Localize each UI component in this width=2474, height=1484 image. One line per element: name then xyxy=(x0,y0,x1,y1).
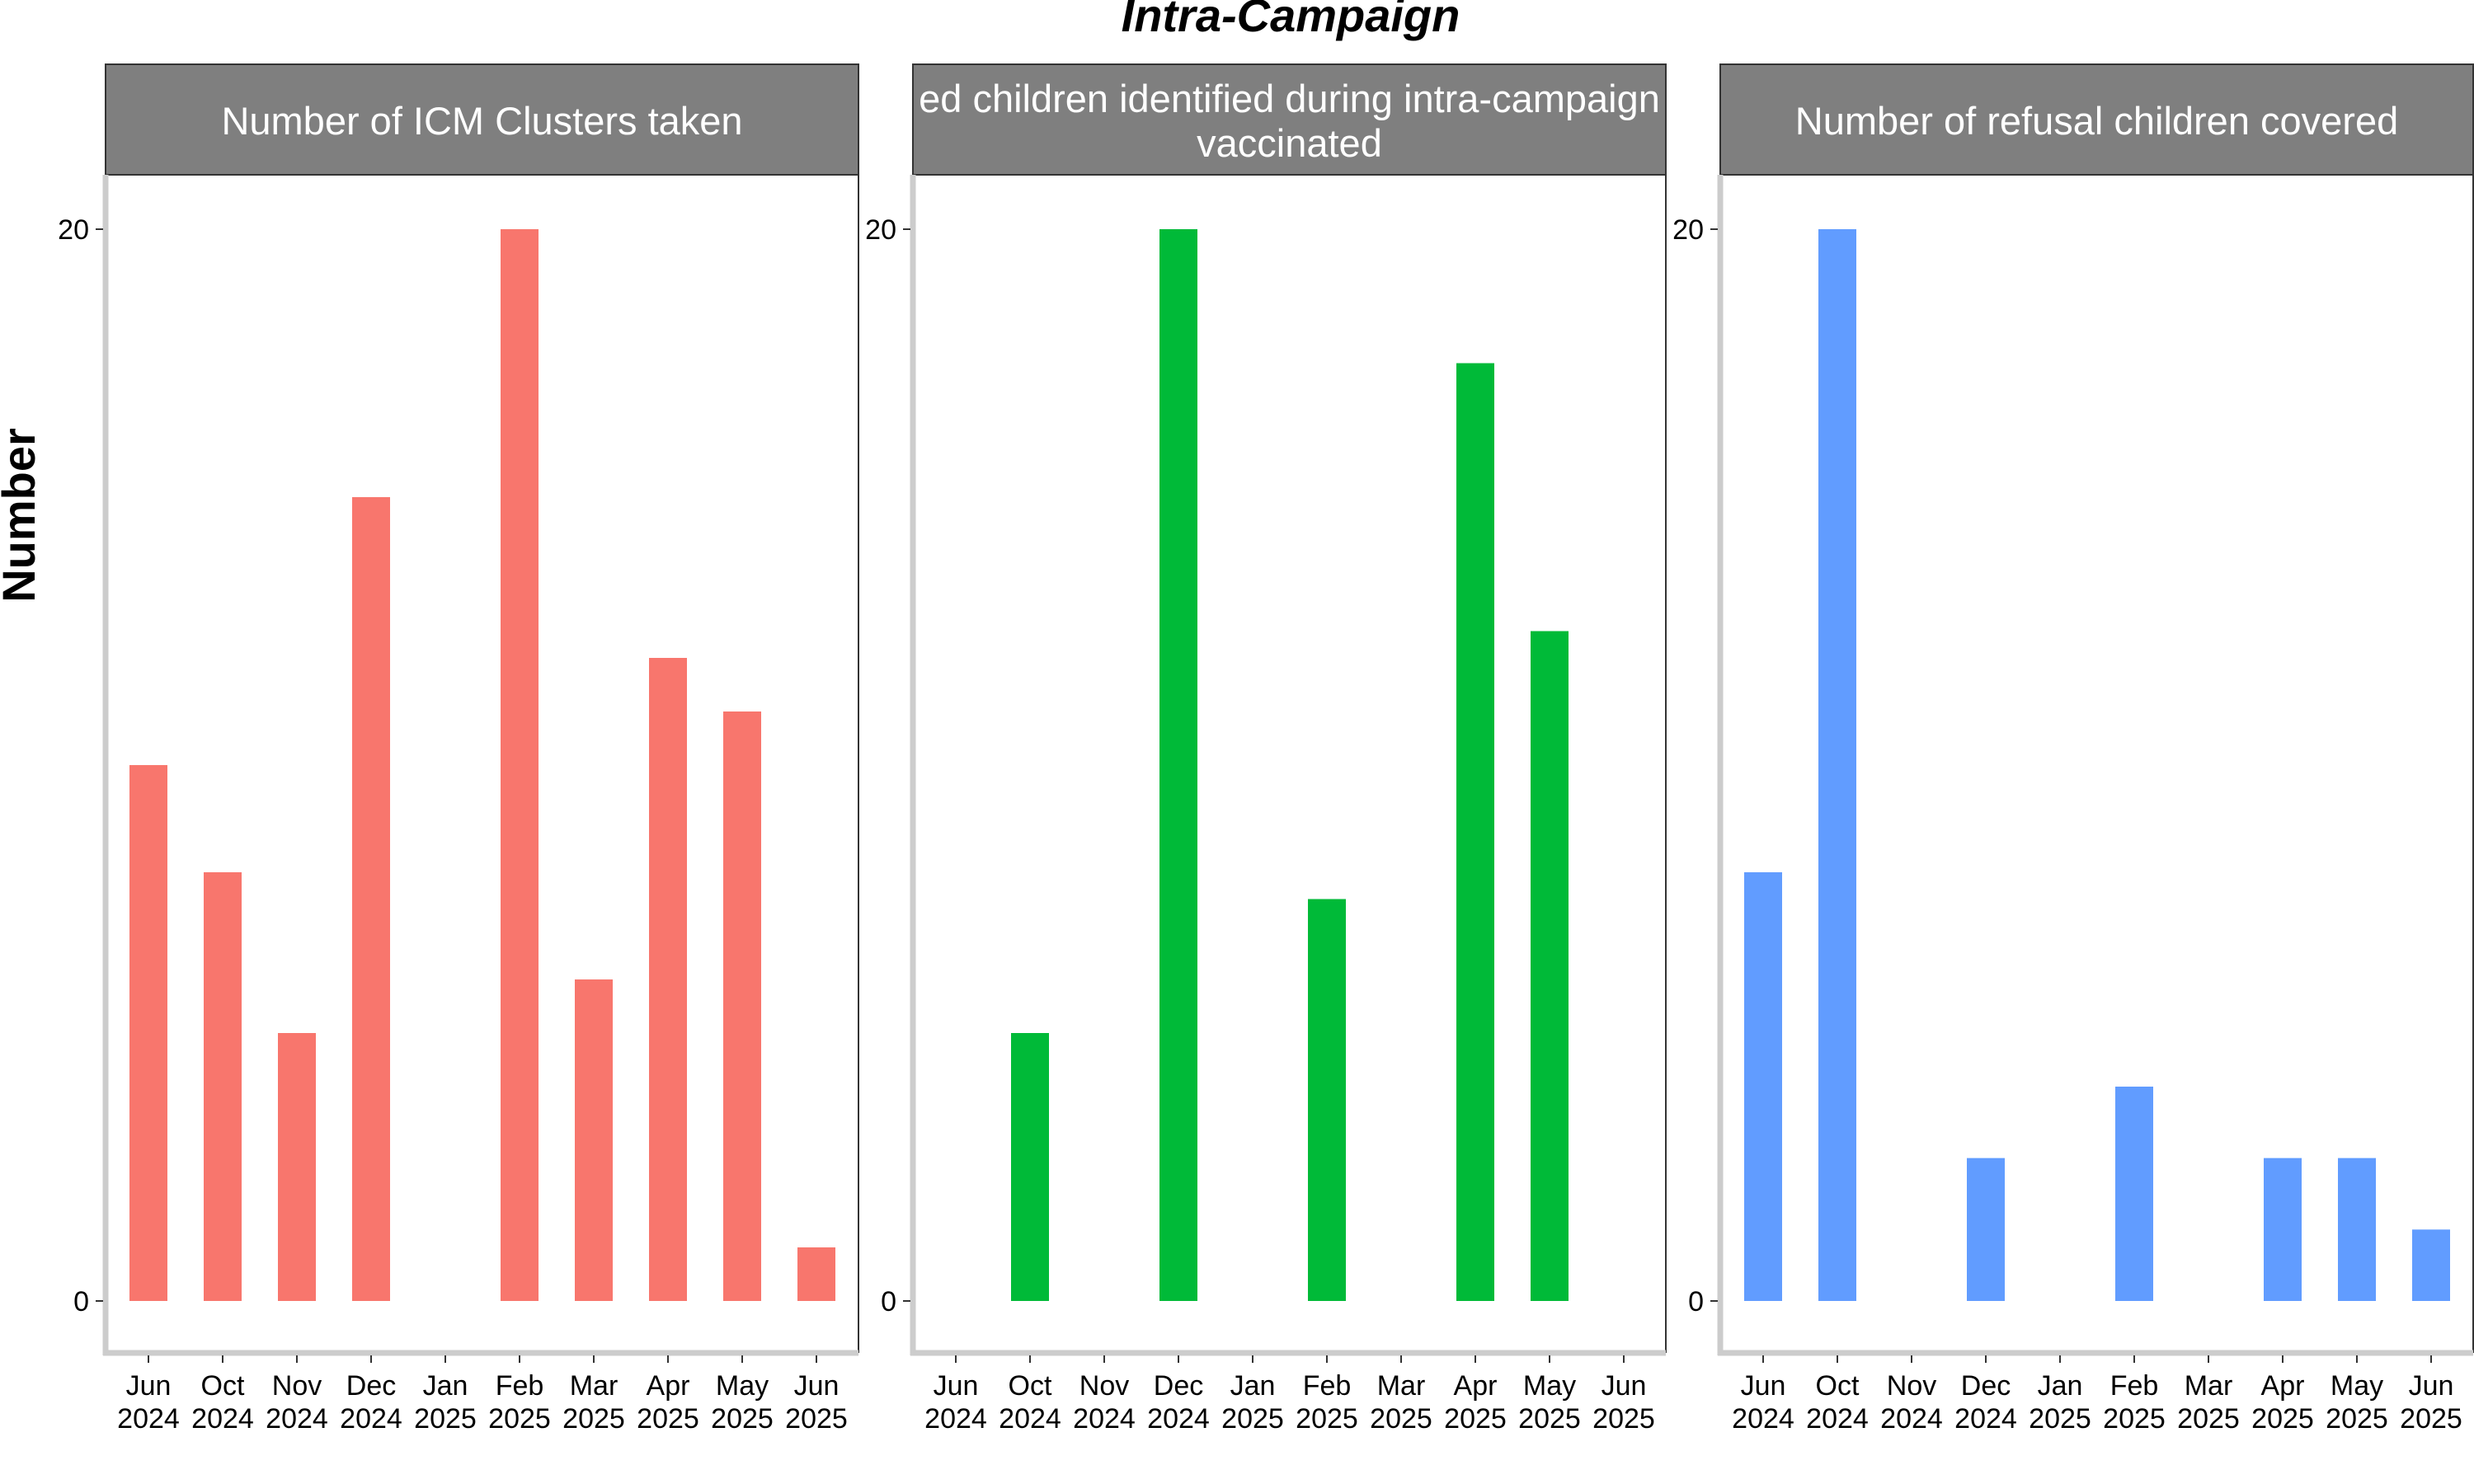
x-tick-label: 2025 xyxy=(2103,1403,2166,1435)
bar xyxy=(1531,631,1569,1301)
x-tick-label: 2025 xyxy=(785,1403,848,1435)
bar xyxy=(129,765,167,1301)
x-tick-label: 2025 xyxy=(1592,1403,1655,1435)
bar xyxy=(1744,872,1782,1301)
x-tick-label: Jan xyxy=(2038,1370,2083,1402)
bar xyxy=(797,1247,835,1301)
x-tick-label: 2025 xyxy=(2400,1403,2462,1435)
x-tick-label: Nov xyxy=(1887,1370,1936,1402)
x-tick-label: 2024 xyxy=(1806,1403,1869,1435)
facet-panels: Number of ICM Clusters taken020Jun2024Oc… xyxy=(58,63,2474,1435)
x-tick-label: 2025 xyxy=(2326,1403,2388,1435)
x-tick-label: May xyxy=(2331,1370,2383,1402)
x-tick-label: 2024 xyxy=(266,1403,328,1435)
x-tick-label: 2025 xyxy=(637,1403,699,1435)
x-tick-label: 2025 xyxy=(1296,1403,1358,1435)
facet-strip-label: Number of ICM Clusters taken xyxy=(221,99,742,143)
x-tick-label: Jun xyxy=(126,1370,172,1402)
x-tick-label: Dec xyxy=(346,1370,396,1402)
bar xyxy=(649,658,687,1301)
y-tick-label: 0 xyxy=(881,1286,896,1317)
x-tick-label: Apr xyxy=(647,1370,690,1402)
bar xyxy=(1308,899,1346,1301)
x-tick-label: 2024 xyxy=(191,1403,254,1435)
x-tick-label: 2024 xyxy=(1880,1403,1943,1435)
facet-strip-label: Number of refusal children covered xyxy=(1795,99,2398,143)
x-tick-label: Mar xyxy=(570,1370,618,1402)
x-tick-label: Mar xyxy=(1377,1370,1426,1402)
x-tick-label: Oct xyxy=(1816,1370,1860,1402)
x-tick-label: Apr xyxy=(1454,1370,1498,1402)
bar xyxy=(204,872,242,1301)
bar xyxy=(1456,363,1494,1301)
y-tick-label: 0 xyxy=(1688,1286,1704,1317)
bar xyxy=(723,711,761,1301)
chart-title: Intra-Campaign xyxy=(1122,0,1460,41)
x-tick-label: Mar xyxy=(2185,1370,2233,1402)
y-tick-label: 20 xyxy=(865,214,896,246)
x-tick-label: Oct xyxy=(201,1370,245,1402)
x-tick-label: 2025 xyxy=(1518,1403,1581,1435)
x-tick-label: 2024 xyxy=(340,1403,402,1435)
bar xyxy=(2338,1158,2376,1301)
bar xyxy=(1967,1158,2005,1301)
bar xyxy=(2412,1229,2450,1301)
y-tick-label: 20 xyxy=(58,214,89,246)
x-tick-label: 2025 xyxy=(1221,1403,1284,1435)
x-tick-label: Feb xyxy=(1303,1370,1352,1402)
x-tick-label: 2024 xyxy=(1073,1403,1136,1435)
x-tick-label: May xyxy=(716,1370,769,1402)
x-tick-label: Jan xyxy=(1230,1370,1276,1402)
y-tick-label: 0 xyxy=(73,1286,89,1317)
bar xyxy=(2264,1158,2302,1301)
x-tick-label: Jan xyxy=(423,1370,468,1402)
x-tick-label: Apr xyxy=(2261,1370,2305,1402)
facet-strip-label: vaccinated xyxy=(1197,121,1382,165)
x-tick-label: Oct xyxy=(1009,1370,1052,1402)
bar xyxy=(575,979,613,1301)
bar xyxy=(501,229,539,1301)
x-tick-label: 2024 xyxy=(999,1403,1061,1435)
x-tick-label: Jun xyxy=(2409,1370,2454,1402)
bar xyxy=(2115,1087,2153,1301)
facet-panel: Number of refusal children covered 0 20 Jun… xyxy=(1672,63,2474,1435)
x-tick-label: Feb xyxy=(496,1370,544,1402)
facet-strip-label: ed children identified during intra-camp… xyxy=(919,77,1660,120)
x-tick-label: Jun xyxy=(934,1370,979,1402)
x-tick-label: 2024 xyxy=(1732,1403,1794,1435)
x-tick-label: Jun xyxy=(1741,1370,1786,1402)
bar xyxy=(1011,1033,1049,1301)
x-tick-label: 2024 xyxy=(924,1403,987,1435)
y-axis-label: Number xyxy=(0,428,45,603)
y-tick-label: 20 xyxy=(1672,214,1704,246)
bar xyxy=(1818,229,1856,1301)
x-tick-label: Dec xyxy=(1154,1370,1203,1402)
x-tick-label: 2025 xyxy=(711,1403,774,1435)
bar xyxy=(352,497,390,1301)
facet-panel: ed children identified during intra-camp… xyxy=(865,63,1667,1435)
facet-panel: Number of ICM Clusters taken020Jun2024Oc… xyxy=(58,63,859,1435)
x-tick-label: 2024 xyxy=(1147,1403,1210,1435)
x-tick-label: Jun xyxy=(1602,1370,1647,1402)
x-tick-label: May xyxy=(1523,1370,1576,1402)
facet-strip xyxy=(105,63,859,176)
x-tick-label: 2025 xyxy=(562,1403,625,1435)
bar xyxy=(1159,229,1197,1301)
x-tick-label: Dec xyxy=(1961,1370,2011,1402)
x-tick-label: 2025 xyxy=(1444,1403,1507,1435)
x-tick-label: 2024 xyxy=(1954,1403,2017,1435)
x-tick-label: 2025 xyxy=(2251,1403,2314,1435)
x-tick-label: 2025 xyxy=(1370,1403,1432,1435)
x-tick-label: 2025 xyxy=(414,1403,477,1435)
bar xyxy=(278,1033,316,1301)
x-tick-label: 2025 xyxy=(488,1403,551,1435)
x-tick-label: 2025 xyxy=(2177,1403,2240,1435)
x-tick-label: Jun xyxy=(794,1370,840,1402)
x-tick-label: Feb xyxy=(2110,1370,2159,1402)
x-tick-label: 2024 xyxy=(117,1403,180,1435)
x-tick-label: Nov xyxy=(1079,1370,1129,1402)
x-tick-label: 2025 xyxy=(2029,1403,2091,1435)
x-tick-label: Nov xyxy=(272,1370,322,1402)
